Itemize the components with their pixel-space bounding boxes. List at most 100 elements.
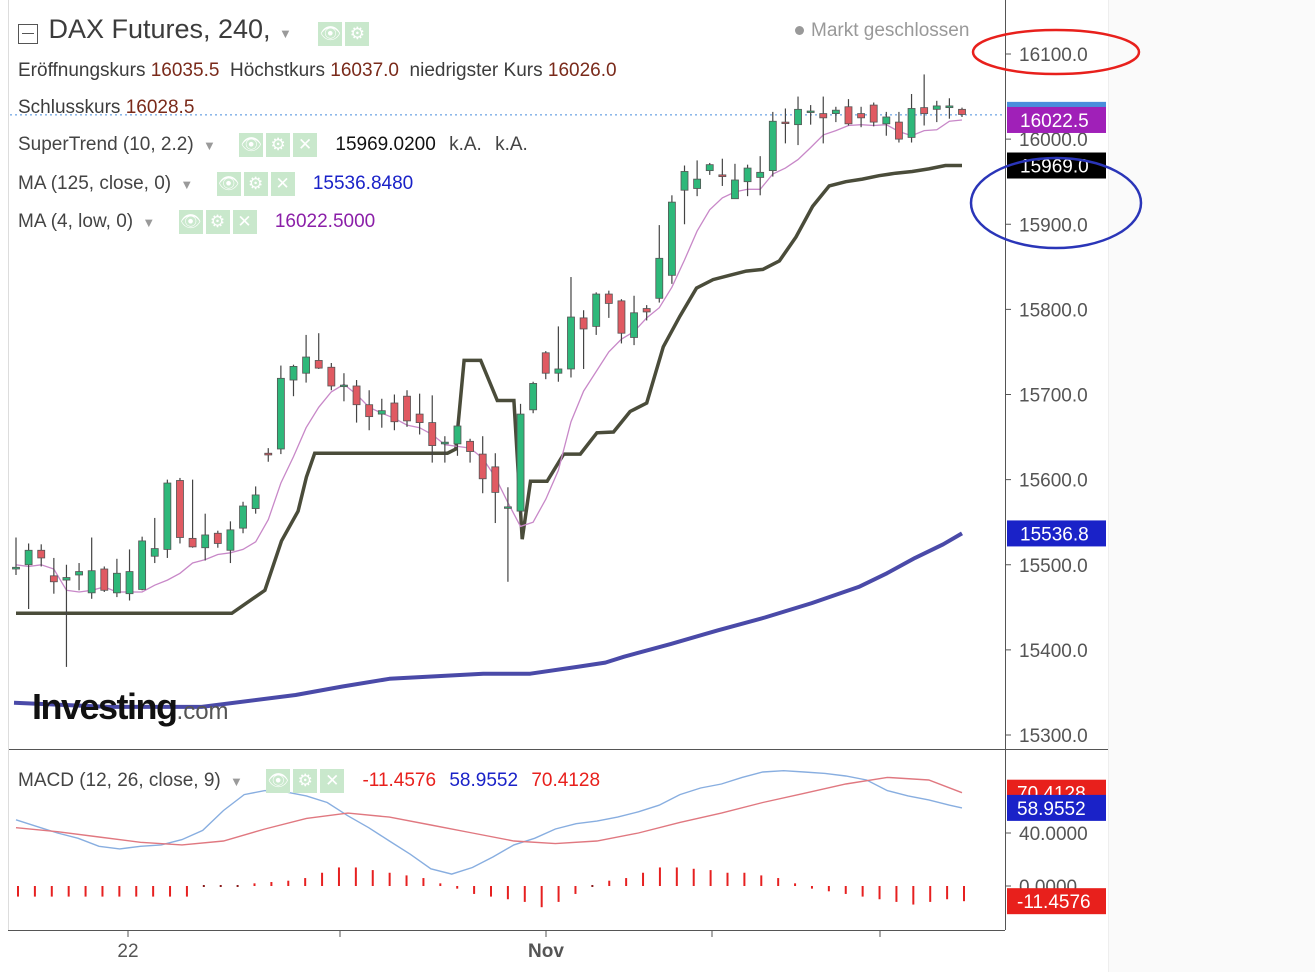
close-icon[interactable]: ✕ bbox=[232, 210, 257, 234]
high-value: 16037.0 bbox=[330, 60, 399, 81]
chevron-down-icon[interactable]: ▼ bbox=[230, 773, 243, 789]
chevron-down-icon[interactable]: ▼ bbox=[142, 214, 156, 230]
macd-name[interactable]: MACD (12, 26, close, 9) bbox=[18, 770, 221, 792]
candle-up bbox=[453, 425, 462, 445]
candle-up bbox=[75, 571, 83, 576]
close-icon[interactable]: ✕ bbox=[293, 133, 318, 157]
indicator-name[interactable]: MA (4, low, 0) bbox=[18, 211, 134, 233]
candle-down bbox=[819, 113, 828, 119]
chevron-down-icon[interactable]: ▼ bbox=[279, 26, 292, 42]
open-label: Eröffnungskurs bbox=[18, 60, 146, 81]
logo-suffix: .com bbox=[176, 698, 229, 725]
candle-up bbox=[377, 410, 386, 415]
price-tick-label: 15300.0 bbox=[1019, 726, 1088, 747]
signal-line bbox=[15, 776, 963, 846]
chevron-down-icon[interactable]: ▼ bbox=[180, 176, 194, 192]
candle-down bbox=[604, 293, 613, 304]
price-tick-label: 16000.0 bbox=[1019, 130, 1088, 151]
gear-icon[interactable]: ⚙ bbox=[266, 133, 291, 157]
candle-down bbox=[579, 317, 588, 330]
indicator-ma125: MA (125, close, 0) ▼ 👁 ⚙ ✕ 15536.8480 bbox=[18, 172, 413, 196]
macd-label-badge: -11.4576 bbox=[1007, 888, 1106, 915]
candle-up bbox=[150, 548, 159, 557]
candle-down bbox=[869, 104, 878, 123]
gear-icon[interactable]: ⚙ bbox=[345, 21, 370, 46]
candle-up bbox=[882, 116, 891, 125]
status-dot-icon bbox=[795, 26, 804, 36]
gear-icon[interactable]: ⚙ bbox=[205, 210, 230, 234]
candle-up bbox=[125, 571, 134, 595]
eye-icon[interactable]: 👁 bbox=[216, 172, 241, 196]
candle-down bbox=[403, 395, 411, 422]
indicator-value: 15536.8480 bbox=[312, 173, 414, 195]
candle-up bbox=[276, 377, 285, 450]
ma4-line bbox=[15, 119, 963, 593]
candle-up bbox=[87, 570, 96, 594]
candle-down bbox=[100, 568, 109, 591]
candle-down bbox=[49, 575, 58, 583]
annotation-red-ellipse bbox=[971, 28, 1141, 76]
candle-up bbox=[529, 383, 538, 411]
high-label: Höchstkurs bbox=[229, 60, 326, 81]
candle-up bbox=[239, 505, 247, 529]
candle-down bbox=[188, 537, 197, 548]
candle-up bbox=[932, 105, 941, 110]
candle-down bbox=[390, 402, 399, 423]
macd-line bbox=[15, 769, 963, 875]
candle-up bbox=[756, 171, 765, 178]
eye-icon[interactable]: 👁 bbox=[239, 133, 264, 157]
candle-up bbox=[163, 482, 172, 550]
indicator-ma4: MA (4, low, 0) ▼ 👁 ⚙ ✕ 16022.5000 bbox=[18, 210, 375, 234]
indicator-value: k.A. bbox=[495, 134, 528, 156]
price-label-bg bbox=[1007, 520, 1106, 547]
eye-icon[interactable]: 👁 bbox=[318, 21, 343, 46]
outer-margin bbox=[1108, 0, 1315, 972]
price-tick-label: 15800.0 bbox=[1019, 300, 1088, 321]
candle-up bbox=[655, 257, 664, 299]
indicator-value: 15969.0200 bbox=[335, 134, 436, 156]
price-tick-label: 15400.0 bbox=[1019, 641, 1088, 662]
candle-up bbox=[440, 441, 449, 445]
annotation-blue-ellipse bbox=[969, 156, 1143, 250]
close-icon[interactable]: ✕ bbox=[320, 769, 345, 793]
candle-up bbox=[794, 108, 802, 126]
candle-down bbox=[541, 352, 550, 374]
chart-title: DAX Futures, 240, bbox=[48, 14, 271, 44]
candle-down bbox=[264, 452, 273, 456]
ohlc-line-2: Schlusskurs 16028.5 bbox=[18, 97, 194, 119]
collapse-icon[interactable] bbox=[18, 23, 38, 44]
indicator-name[interactable]: MA (125, close, 0) bbox=[18, 173, 172, 195]
candle-down bbox=[314, 360, 323, 369]
gear-icon[interactable]: ⚙ bbox=[243, 172, 268, 196]
macd-label-bg bbox=[1007, 888, 1106, 915]
indicator-name[interactable]: SuperTrend (10, 2.2) bbox=[18, 134, 194, 156]
candle-down bbox=[958, 108, 966, 115]
time-tick-label: 22 bbox=[117, 941, 138, 962]
eye-icon[interactable]: 👁 bbox=[266, 769, 291, 793]
indicator-supertrend: SuperTrend (10, 2.2) ▼ 👁 ⚙ ✕ 15969.0200 k.… bbox=[18, 133, 528, 157]
chevron-down-icon[interactable]: ▼ bbox=[202, 137, 216, 153]
candle-down bbox=[352, 385, 361, 406]
candle-down bbox=[857, 113, 865, 119]
price-label-badge: 16022.5 bbox=[1007, 106, 1106, 133]
low-label: niedrigster Kurs bbox=[409, 60, 543, 81]
candle-up bbox=[24, 549, 33, 566]
close-icon[interactable]: ✕ bbox=[270, 172, 295, 196]
macd-line-value: 58.9552 bbox=[449, 770, 519, 792]
price-tick-label: 15900.0 bbox=[1019, 215, 1088, 236]
candle-up bbox=[251, 494, 260, 509]
close-value: 16028.5 bbox=[125, 97, 195, 118]
eye-icon[interactable]: 👁 bbox=[178, 210, 203, 234]
price-label-badge: 15536.8 bbox=[1007, 520, 1106, 547]
gear-icon[interactable]: ⚙ bbox=[293, 769, 318, 793]
candle-up bbox=[731, 179, 739, 200]
candle-up bbox=[743, 167, 752, 183]
chart-header: DAX Futures, 240, ▼ 👁 ⚙ bbox=[18, 14, 372, 46]
candle-down bbox=[478, 453, 487, 480]
candle-up bbox=[516, 413, 525, 512]
macd-tick-label: 40.0000 bbox=[1019, 824, 1088, 845]
macd-histogram-bar bbox=[236, 885, 239, 887]
macd-label-bg bbox=[1007, 794, 1106, 821]
candle-up bbox=[504, 506, 512, 509]
